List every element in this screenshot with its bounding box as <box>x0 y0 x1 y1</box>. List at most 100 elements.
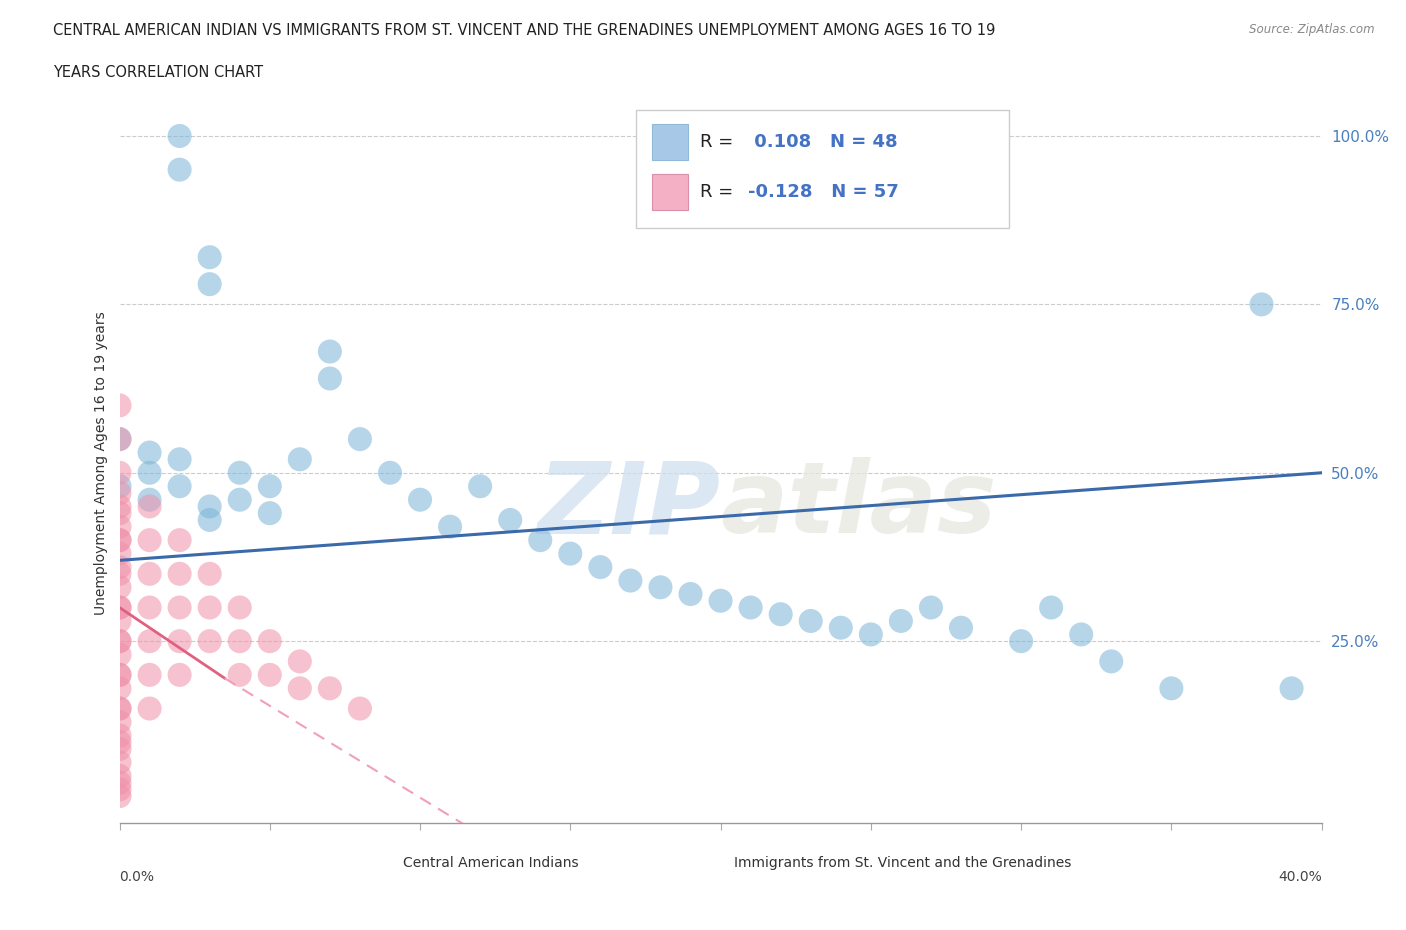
Point <box>560 546 582 561</box>
Point <box>169 600 191 615</box>
Point <box>800 614 823 629</box>
Point <box>138 533 160 548</box>
Point <box>169 162 191 177</box>
Point <box>108 701 131 716</box>
Point <box>589 560 612 575</box>
Point <box>138 633 160 648</box>
Point <box>198 512 221 527</box>
Point <box>319 344 342 359</box>
Point <box>259 479 281 494</box>
Point <box>138 566 160 581</box>
Point <box>409 492 432 507</box>
Point <box>108 566 131 581</box>
Text: ZIP: ZIP <box>537 458 720 554</box>
Point <box>108 735 131 750</box>
Point <box>108 432 131 446</box>
Point <box>108 499 131 514</box>
Point <box>169 566 191 581</box>
Point <box>198 277 221 292</box>
Point <box>138 701 160 716</box>
Point <box>108 614 131 629</box>
Point <box>108 668 131 683</box>
Point <box>1250 297 1272 312</box>
Point <box>138 499 160 514</box>
Point <box>169 128 191 143</box>
Point <box>108 789 131 804</box>
Text: Source: ZipAtlas.com: Source: ZipAtlas.com <box>1250 23 1375 36</box>
Point <box>169 533 191 548</box>
Point <box>169 452 191 467</box>
Point <box>108 465 131 480</box>
Bar <box>354 847 396 879</box>
Point <box>198 250 221 265</box>
Point <box>1099 654 1122 669</box>
Y-axis label: Unemployment Among Ages 16 to 19 years: Unemployment Among Ages 16 to 19 years <box>94 311 108 615</box>
Point <box>228 600 252 615</box>
Point <box>319 371 342 386</box>
Point <box>108 533 131 548</box>
Point <box>198 566 221 581</box>
Point <box>890 614 912 629</box>
Point <box>859 627 882 642</box>
Point <box>1160 681 1182 696</box>
Point <box>468 479 492 494</box>
Point <box>259 633 281 648</box>
Point <box>108 432 131 446</box>
Point <box>169 633 191 648</box>
Text: Immigrants from St. Vincent and the Grenadines: Immigrants from St. Vincent and the Gren… <box>734 857 1071 870</box>
Point <box>259 668 281 683</box>
Point <box>138 492 160 507</box>
Point <box>950 620 973 635</box>
Point <box>709 593 731 608</box>
Point <box>1010 633 1032 648</box>
Point <box>198 600 221 615</box>
Point <box>169 668 191 683</box>
Text: YEARS CORRELATION CHART: YEARS CORRELATION CHART <box>53 65 263 80</box>
Text: 40.0%: 40.0% <box>1278 870 1322 884</box>
Point <box>108 485 131 500</box>
Point <box>108 633 131 648</box>
Point <box>108 600 131 615</box>
Point <box>108 647 131 662</box>
Point <box>319 681 342 696</box>
Point <box>198 633 221 648</box>
Point <box>259 506 281 521</box>
Point <box>650 579 672 594</box>
Point <box>349 432 371 446</box>
Point <box>1070 627 1092 642</box>
Point <box>1040 600 1063 615</box>
Point <box>740 600 762 615</box>
Point <box>138 445 160 460</box>
Point <box>108 479 131 494</box>
Point <box>288 452 311 467</box>
Point <box>138 465 160 480</box>
Point <box>108 633 131 648</box>
Point <box>228 465 252 480</box>
Point <box>138 600 160 615</box>
Point <box>228 492 252 507</box>
Point <box>769 606 792 621</box>
Point <box>108 519 131 534</box>
Text: R =: R = <box>700 133 740 151</box>
Point <box>108 701 131 716</box>
Point <box>108 782 131 797</box>
Point <box>169 479 191 494</box>
Point <box>108 398 131 413</box>
Point <box>228 633 252 648</box>
Point <box>108 776 131 790</box>
Point <box>108 714 131 729</box>
Point <box>228 668 252 683</box>
Point <box>679 587 702 602</box>
Point <box>439 519 461 534</box>
Text: atlas: atlas <box>720 458 997 554</box>
Text: R =: R = <box>700 183 740 202</box>
Point <box>619 573 641 588</box>
Bar <box>685 847 727 879</box>
Point <box>108 741 131 756</box>
Bar <box>652 175 688 210</box>
Point <box>378 465 401 480</box>
Point <box>108 533 131 548</box>
Point <box>108 600 131 615</box>
Point <box>108 546 131 561</box>
Point <box>108 560 131 575</box>
